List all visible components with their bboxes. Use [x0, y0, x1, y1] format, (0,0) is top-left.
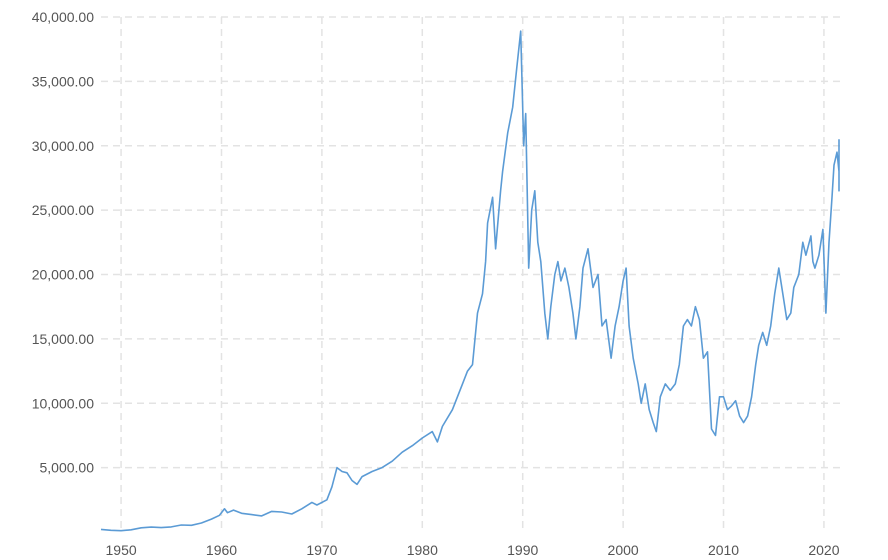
y-tick-label: 15,000.00: [32, 331, 94, 347]
y-axis-labels: 5,000.00 10,000.00 15,000.00 20,000.00 25,00…: [32, 9, 95, 476]
grid: [101, 16, 840, 532]
y-tick-label: 10,000.00: [32, 395, 94, 411]
y-tick-label: 35,000.00: [32, 73, 94, 89]
y-tick-label: 20,000.00: [32, 267, 94, 283]
x-tick-label: 1970: [306, 542, 337, 558]
series-group: [100, 30, 840, 532]
series-line: [100, 30, 840, 532]
x-tick-label: 2000: [608, 542, 639, 558]
y-tick-label: 25,000.00: [32, 202, 94, 218]
x-tick-label: 1980: [407, 542, 438, 558]
x-tick-label: 1990: [507, 542, 538, 558]
x-tick-label: 1960: [206, 542, 237, 558]
x-tick-label: 2020: [808, 542, 839, 558]
y-tick-label: 40,000.00: [32, 9, 94, 25]
x-tick-label: 2010: [708, 542, 739, 558]
y-tick-label: 30,000.00: [32, 138, 94, 154]
y-tick-label: 5,000.00: [40, 460, 95, 476]
x-axis-labels: 1950 1960 1970 1980 1990 2000 2010 2020: [106, 542, 840, 558]
x-tick-label: 1950: [106, 542, 137, 558]
